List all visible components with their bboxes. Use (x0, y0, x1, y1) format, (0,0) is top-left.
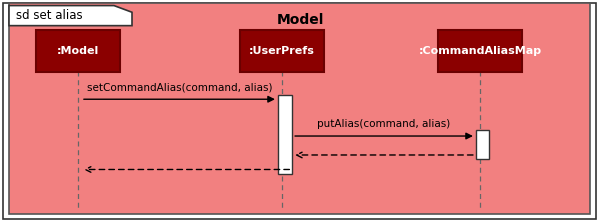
FancyBboxPatch shape (438, 30, 522, 72)
Polygon shape (9, 6, 132, 26)
FancyBboxPatch shape (240, 30, 324, 72)
Text: Model: Model (277, 13, 323, 27)
FancyBboxPatch shape (9, 3, 590, 214)
FancyBboxPatch shape (278, 95, 292, 174)
Text: putAlias(command, alias): putAlias(command, alias) (317, 119, 451, 129)
FancyBboxPatch shape (3, 3, 596, 219)
Text: setCommandAlias(command, alias): setCommandAlias(command, alias) (86, 83, 272, 93)
Text: :Model: :Model (57, 46, 99, 56)
Text: :CommandAliasMap: :CommandAliasMap (418, 46, 542, 56)
Text: :UserPrefs: :UserPrefs (249, 46, 315, 56)
Text: sd set alias: sd set alias (16, 9, 83, 22)
FancyBboxPatch shape (36, 30, 120, 72)
FancyBboxPatch shape (476, 130, 489, 159)
